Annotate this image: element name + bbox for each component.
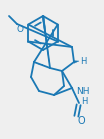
Text: H: H xyxy=(80,56,86,65)
Text: O: O xyxy=(77,116,85,126)
Text: NH: NH xyxy=(76,86,90,95)
Text: O: O xyxy=(17,24,24,33)
Text: ···: ··· xyxy=(37,62,44,68)
Polygon shape xyxy=(74,61,79,63)
Polygon shape xyxy=(42,16,50,68)
Text: H: H xyxy=(81,97,87,106)
